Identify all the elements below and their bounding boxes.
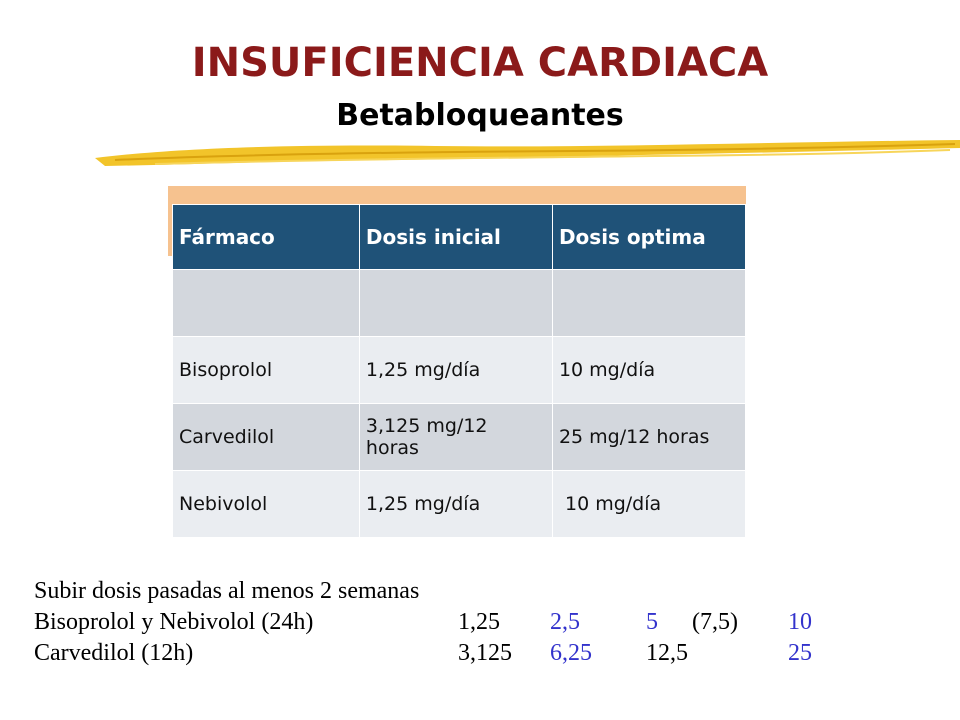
header-farmaco: Fármaco — [172, 204, 360, 270]
schedule-step: 25 — [788, 640, 812, 666]
table-cell-drug: Nebivolol — [172, 470, 360, 538]
dosing-notes: Subir dosis pasadas al menos 2 semanas B… — [34, 576, 934, 669]
table-cell-optimal-dose: 10 mg/día — [551, 336, 747, 404]
header-dosis-optima: Dosis optima — [551, 204, 747, 270]
table-cell-drug: Carvedilol — [172, 403, 360, 471]
schedule-step: 12,5 — [646, 640, 688, 666]
schedule-row-bisoprolol-nebivolol: Bisoprolol y Nebivolol (24h) 1,25 2,5 5 … — [34, 607, 934, 638]
schedule-step: 3,125 — [458, 640, 512, 666]
dosage-table: Fármaco Dosis inicial Dosis optima Bisop… — [172, 204, 747, 538]
table-row: Bisoprolol 1,25 mg/día 10 mg/día — [172, 336, 747, 404]
table-accent-edge — [168, 204, 172, 256]
table-accent-band — [168, 186, 746, 204]
schedule-row-carvedilol: Carvedilol (12h) 3,125 6,25 12,5 25 — [34, 638, 934, 669]
slide-subtitle: Betabloqueantes — [336, 98, 624, 133]
table-cell-drug: Bisoprolol — [172, 336, 360, 404]
table-row: Nebivolol 1,25 mg/día 10 mg/día — [172, 470, 747, 538]
slide-title: INSUFICIENCIA CARDIACA — [191, 40, 769, 86]
table-cell-initial-dose: 3,125 mg/12 horas — [358, 403, 553, 471]
table-cell-initial-dose: 1,25 mg/día — [358, 336, 553, 404]
schedule-step: 2,5 — [550, 609, 580, 635]
table-cell — [358, 269, 553, 337]
dosage-table-container: Fármaco Dosis inicial Dosis optima Bisop… — [168, 186, 748, 538]
schedule-step: (7,5) — [692, 609, 738, 635]
schedule-label: Carvedilol (12h) — [34, 640, 194, 666]
schedule-step: 10 — [788, 609, 812, 635]
table-header-row: Fármaco Dosis inicial Dosis optima — [172, 204, 747, 270]
schedule-step: 5 — [646, 609, 658, 635]
table-cell-optimal-dose: 25 mg/12 horas — [551, 403, 747, 471]
schedule-label: Bisoprolol y Nebivolol (24h) — [34, 609, 314, 635]
schedule-step: 6,25 — [550, 640, 592, 666]
table-cell — [551, 269, 747, 337]
notes-intro: Subir dosis pasadas al menos 2 semanas — [34, 578, 420, 604]
table-cell-optimal-dose: 10 mg/día — [551, 470, 747, 538]
header-dosis-inicial: Dosis inicial — [358, 204, 553, 270]
table-cell-initial-dose: 1,25 mg/día — [358, 470, 553, 538]
table-cell — [172, 269, 360, 337]
schedule-step: 1,25 — [458, 609, 500, 635]
table-row: Carvedilol 3,125 mg/12 horas 25 mg/12 ho… — [172, 403, 747, 471]
table-row — [172, 269, 747, 337]
brush-stroke-divider — [95, 140, 960, 166]
